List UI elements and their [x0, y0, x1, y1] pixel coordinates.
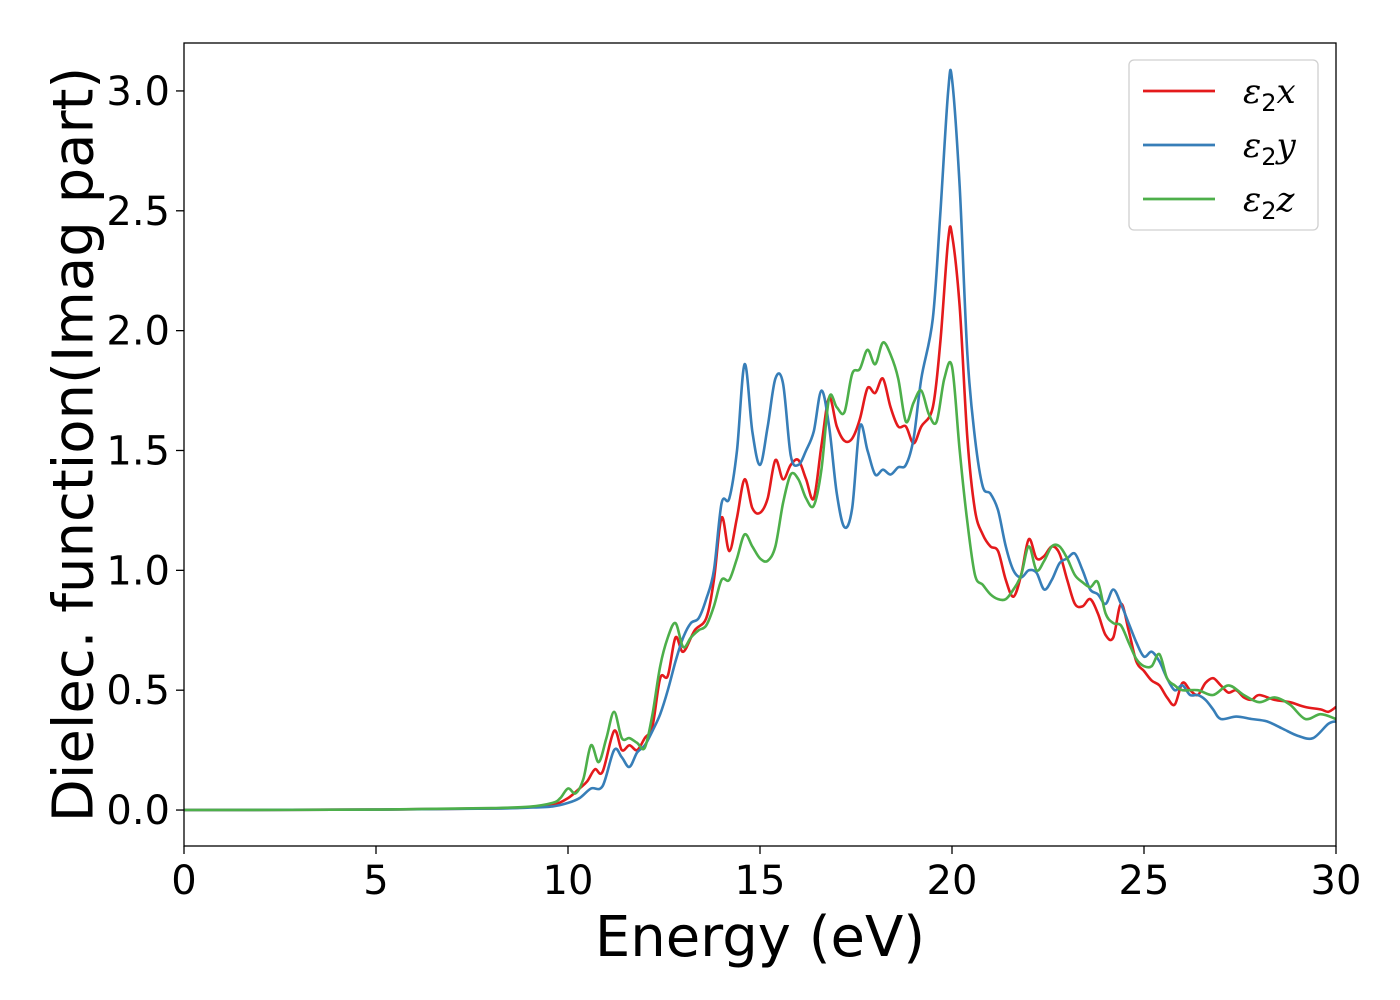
axes-ticks: 0 5 10 15 20 25 30 0.0 0.5 1.0 1.5 2.0 2.5 3.0: [106, 69, 1361, 904]
x-tick-label: 20: [927, 858, 978, 904]
legend-label-z: ε2z: [1243, 180, 1296, 225]
legend-label-x: ε2x: [1243, 72, 1296, 117]
y-tick-label: 0.5: [106, 668, 170, 714]
y-tick-label: 3.0: [106, 69, 170, 115]
y-tick-label: 2.0: [106, 309, 170, 355]
legend: ε2x ε2y ε2z: [1128, 59, 1319, 231]
x-tick-label: 10: [543, 858, 594, 904]
legend-box: [1128, 59, 1319, 231]
x-tick-label: 0: [171, 858, 196, 904]
x-tick-label: 30: [1311, 858, 1362, 904]
series-line-z: [184, 341, 1336, 812]
y-axis-title: Dielec. function(Imag part): [42, 67, 107, 823]
series-line-x: [184, 225, 1336, 812]
y-tick-label: 1.0: [106, 548, 170, 594]
legend-label-y: ε2y: [1243, 126, 1297, 171]
y-tick-label: 2.5: [106, 189, 170, 235]
x-tick-label: 5: [363, 858, 388, 904]
x-axis-title: Energy (eV): [595, 905, 925, 970]
series-line-y: [184, 68, 1336, 812]
x-tick-label: 25: [1119, 858, 1170, 904]
y-tick-label: 1.5: [106, 428, 170, 474]
y-tick-label: 0.0: [106, 788, 170, 834]
x-tick-label: 15: [735, 858, 786, 904]
